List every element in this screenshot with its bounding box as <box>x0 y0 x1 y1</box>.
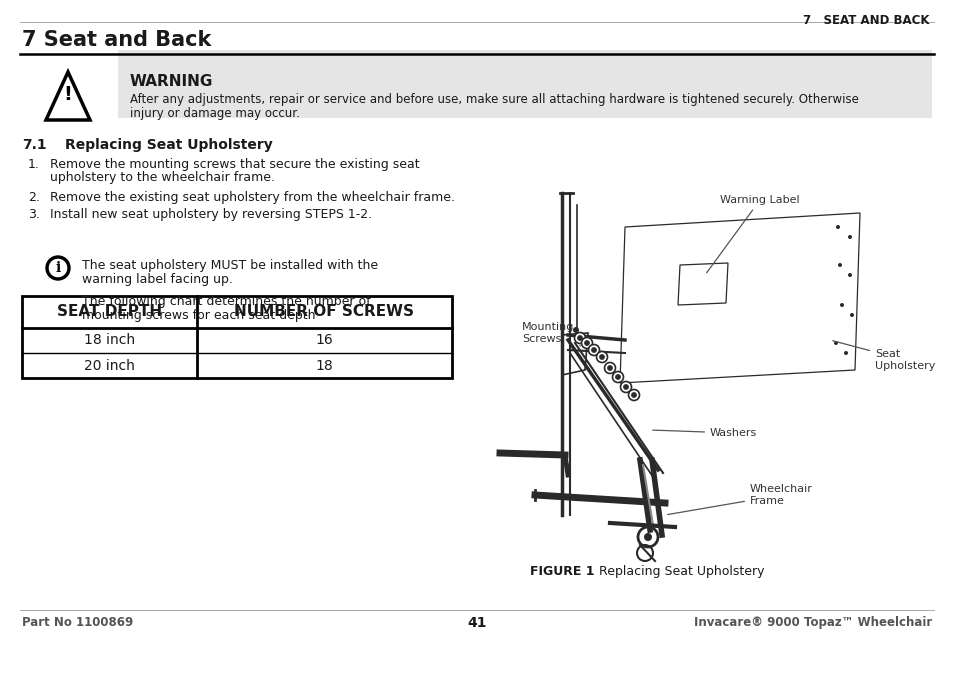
Circle shape <box>833 341 837 345</box>
Circle shape <box>573 327 578 333</box>
Text: The seat upholstery MUST be installed with the: The seat upholstery MUST be installed wi… <box>82 259 377 272</box>
Circle shape <box>46 256 70 280</box>
Text: 7   SEAT AND BACK: 7 SEAT AND BACK <box>802 14 929 27</box>
Circle shape <box>607 365 612 371</box>
Circle shape <box>847 235 851 239</box>
Circle shape <box>604 363 615 373</box>
Text: i: i <box>55 261 61 275</box>
FancyBboxPatch shape <box>118 50 931 118</box>
Text: 7.1: 7.1 <box>22 138 47 152</box>
Circle shape <box>578 337 584 343</box>
Circle shape <box>619 381 631 392</box>
Text: Wheelchair
Frame: Wheelchair Frame <box>667 484 812 514</box>
Text: warning label facing up.: warning label facing up. <box>82 273 233 286</box>
Circle shape <box>623 384 628 390</box>
Circle shape <box>576 332 581 338</box>
Text: 41: 41 <box>467 616 486 630</box>
Circle shape <box>581 338 592 348</box>
Circle shape <box>577 336 582 340</box>
Text: 1.: 1. <box>28 158 40 171</box>
Text: Replacing Seat Upholstery: Replacing Seat Upholstery <box>586 565 763 578</box>
Text: The following chart determines the number of: The following chart determines the numbe… <box>82 295 370 308</box>
Circle shape <box>598 355 604 359</box>
Text: Seat
Upholstery: Seat Upholstery <box>832 341 934 371</box>
Text: !: ! <box>64 86 72 104</box>
Text: 2.: 2. <box>28 191 40 204</box>
Text: Replacing Seat Upholstery: Replacing Seat Upholstery <box>65 138 273 152</box>
Circle shape <box>588 344 598 355</box>
Text: 7 Seat and Back: 7 Seat and Back <box>22 30 212 50</box>
Circle shape <box>837 263 841 267</box>
Circle shape <box>574 332 585 344</box>
Text: Washers: Washers <box>652 428 757 438</box>
Circle shape <box>849 313 853 317</box>
Text: SEAT DEPTH: SEAT DEPTH <box>57 305 162 319</box>
Circle shape <box>628 390 639 400</box>
Text: 20 inch: 20 inch <box>84 359 134 373</box>
Circle shape <box>612 371 623 383</box>
Text: Invacare® 9000 Topaz™ Wheelchair: Invacare® 9000 Topaz™ Wheelchair <box>693 616 931 629</box>
Text: 3.: 3. <box>28 208 40 221</box>
Text: Mounting
Screws: Mounting Screws <box>521 322 579 346</box>
Text: mounting screws for each seat depth: mounting screws for each seat depth <box>82 309 315 322</box>
Text: NUMBER OF SCREWS: NUMBER OF SCREWS <box>234 305 414 319</box>
Text: Install new seat upholstery by reversing STEPS 1-2.: Install new seat upholstery by reversing… <box>50 208 372 221</box>
FancyBboxPatch shape <box>22 296 452 378</box>
Text: FIGURE 1: FIGURE 1 <box>530 565 594 578</box>
Circle shape <box>615 375 619 379</box>
Text: Remove the existing seat upholstery from the wheelchair frame.: Remove the existing seat upholstery from… <box>50 191 455 204</box>
Text: injury or damage may occur.: injury or damage may occur. <box>130 107 299 120</box>
Text: 18: 18 <box>315 359 333 373</box>
Circle shape <box>584 340 589 346</box>
Text: 16: 16 <box>315 334 333 348</box>
Circle shape <box>596 352 607 363</box>
Text: Part No 1100869: Part No 1100869 <box>22 616 133 629</box>
Circle shape <box>591 348 596 353</box>
Text: After any adjustments, repair or service and before use, make sure all attaching: After any adjustments, repair or service… <box>130 93 858 106</box>
Text: Remove the mounting screws that secure the existing seat: Remove the mounting screws that secure t… <box>50 158 419 171</box>
Circle shape <box>843 351 847 355</box>
Text: WARNING: WARNING <box>130 74 213 89</box>
Circle shape <box>631 392 636 398</box>
Circle shape <box>847 273 851 277</box>
Circle shape <box>48 258 68 278</box>
Text: upholstery to the wheelchair frame.: upholstery to the wheelchair frame. <box>50 171 274 184</box>
Text: 18 inch: 18 inch <box>84 334 135 348</box>
Text: Warning Label: Warning Label <box>706 195 799 273</box>
Circle shape <box>840 303 843 307</box>
Circle shape <box>835 225 840 229</box>
Circle shape <box>643 533 651 541</box>
